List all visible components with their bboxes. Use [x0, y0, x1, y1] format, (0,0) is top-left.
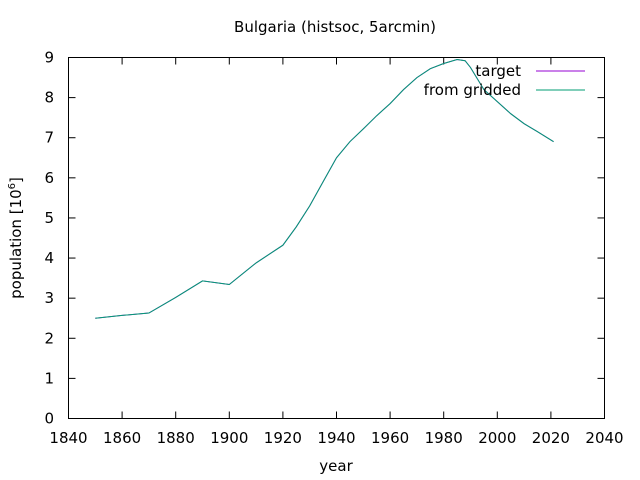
series-line-from-gridded: [95, 58, 554, 319]
x-tick-label: 1960: [371, 429, 409, 447]
x-tick-label: 1980: [425, 429, 463, 447]
x-tick-label: 2020: [532, 429, 570, 447]
x-tick-label: 1920: [264, 429, 302, 447]
series-layer: [95, 58, 554, 319]
y-tick-label: 3: [44, 289, 54, 307]
y-tick-label: 1: [44, 369, 54, 387]
legend-label-target: target: [475, 62, 521, 80]
y-tick-label: 4: [44, 249, 54, 267]
x-tick-label: 1900: [210, 429, 248, 447]
y-tick-label: 0: [44, 410, 54, 428]
y-axis-label-exponent: 6: [7, 183, 18, 189]
y-axis-label: population [106]: [7, 177, 25, 299]
x-axis-label: year: [319, 457, 353, 475]
y-axis-label-end: ]: [7, 177, 25, 183]
y-axis-ticks: 0 1 2 3 4 5 6 7 8 9: [44, 49, 605, 428]
x-tick-label: 1860: [103, 429, 141, 447]
x-axis-ticks: 1840 1860 1880 1900 1920 1940 1960 1980 2000 2020…: [49, 57, 624, 447]
y-tick-label: 5: [44, 209, 54, 227]
y-tick-label: 8: [44, 89, 54, 107]
y-axis-label-main: population [10: [7, 189, 25, 299]
y-tick-label: 6: [44, 169, 54, 187]
x-tick-label: 1840: [49, 429, 87, 447]
y-tick-label: 9: [44, 49, 54, 67]
x-tick-label: 2000: [478, 429, 516, 447]
x-tick-label: 1880: [157, 429, 195, 447]
legend-label-from-gridded: from gridded: [424, 81, 521, 99]
y-tick-label: 7: [44, 129, 54, 147]
y-tick-label: 2: [44, 329, 54, 347]
plot-frame: [68, 57, 605, 419]
chart-title: Bulgaria (histsoc, 5arcmin): [234, 18, 436, 36]
x-tick-label: 1940: [317, 429, 355, 447]
legend: target from gridded: [424, 62, 585, 99]
x-tick-label: 2040: [585, 429, 623, 447]
